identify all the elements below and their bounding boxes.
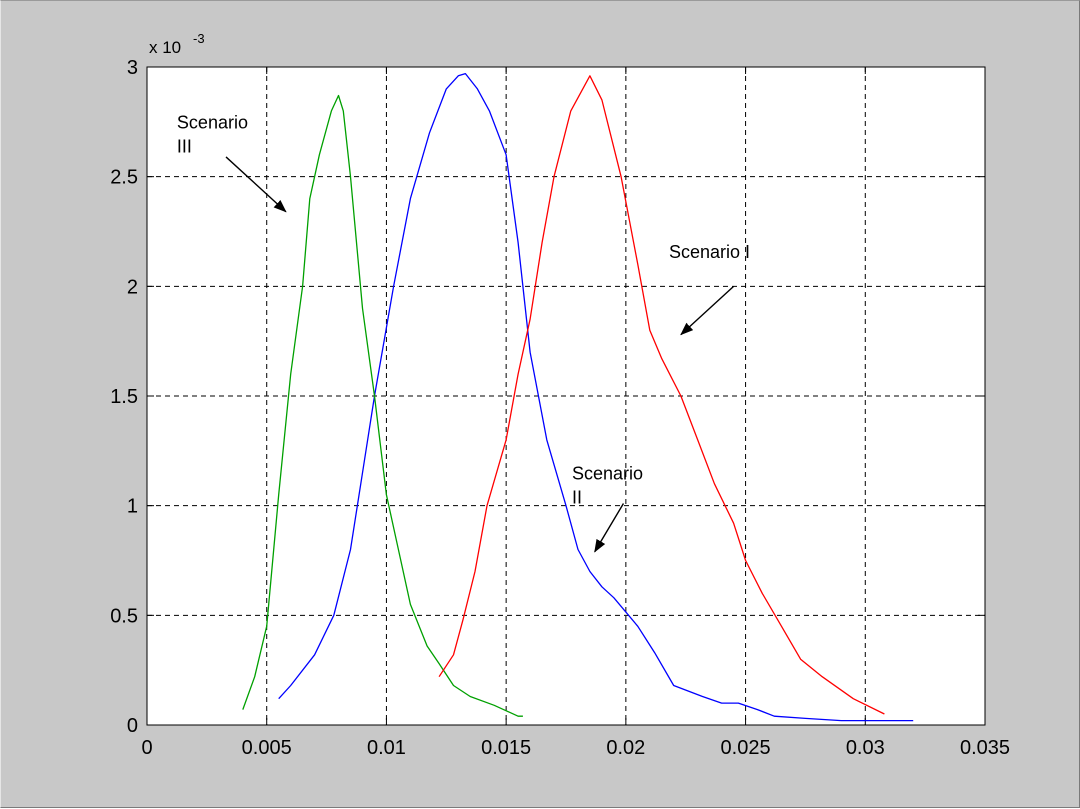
- series-line-2: [242, 94, 523, 717]
- annotation-label: Scenario: [572, 463, 643, 483]
- annotation-1: Scenario III: [177, 112, 287, 213]
- annotation-3: Scenario II: [572, 463, 643, 553]
- annotation-2: Scenario I: [669, 242, 750, 336]
- series-line-3: [438, 75, 885, 715]
- x-tick-label: 0.015: [481, 737, 531, 759]
- y-tick-label: 1: [127, 496, 138, 518]
- x-tick-label: 0.03: [846, 737, 885, 759]
- series-group: [242, 72, 914, 722]
- annotation-label: Scenario: [177, 112, 248, 132]
- x-tick-label: 0.01: [367, 737, 406, 759]
- y-tick-label: 0.5: [110, 605, 138, 627]
- x-tick-label: 0.035: [960, 737, 1010, 759]
- annotation-arrow: [225, 156, 287, 213]
- annotations: Scenario III Scenario I Scenario II: [177, 112, 750, 553]
- annotation-label: III: [177, 136, 192, 156]
- y-tick-label: 0: [127, 715, 138, 737]
- grid: [147, 67, 985, 725]
- y-exponent-label: x 10: [149, 38, 181, 57]
- series-line-1: [278, 72, 914, 722]
- y-tick-label: 2: [127, 276, 138, 298]
- y-tick-label: 3: [127, 57, 138, 79]
- x-tick-label: 0.005: [242, 737, 292, 759]
- annotation-arrow: [680, 285, 735, 336]
- x-tick-label: 0.025: [721, 737, 771, 759]
- x-tick-label: 0.02: [606, 737, 645, 759]
- annotation-label: Scenario I: [669, 242, 750, 262]
- y-exponent-power: -3: [193, 31, 205, 46]
- axis-ticks: 0 0.005 0.01 0.015 0.02 0.025 0.03 0.035 0 0.5 1 1.…: [110, 57, 1010, 759]
- y-tick-label: 1.5: [110, 386, 138, 408]
- x-tick-label: 0: [141, 737, 152, 759]
- y-tick-label: 2.5: [110, 167, 138, 189]
- annotation-label: II: [572, 487, 582, 507]
- annotation-arrow: [594, 503, 625, 553]
